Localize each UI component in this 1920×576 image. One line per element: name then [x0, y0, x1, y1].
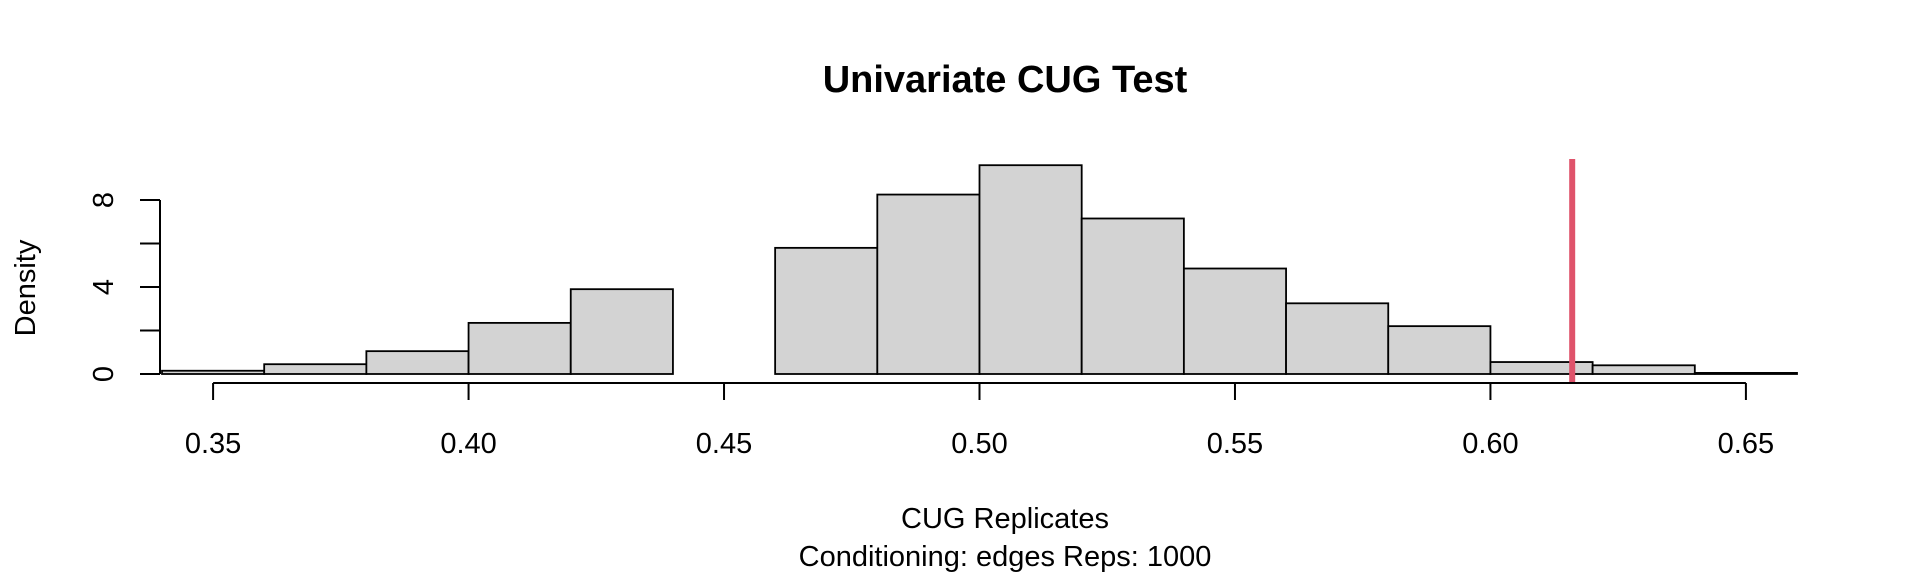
x-tick-label-1: 0.35 [185, 428, 241, 460]
histogram-bar-1 [161, 369, 266, 375]
histogram-bars [161, 164, 1798, 375]
histogram-bar-14 [1489, 361, 1594, 375]
x-tick-label-7: 0.65 [1718, 428, 1774, 460]
histogram-bar-8 [876, 193, 981, 375]
x-tick-label-2: 0.40 [440, 428, 496, 460]
histogram-bar-10 [1080, 217, 1185, 375]
chart-title: Univariate CUG Test [823, 59, 1188, 101]
x-axis-label: CUG Replicates [901, 503, 1109, 535]
x-tick-label-4: 0.50 [951, 428, 1007, 460]
x-tick-label-3: 0.45 [696, 428, 752, 460]
histogram-bar-2 [263, 363, 368, 375]
histogram-bar-3 [365, 350, 470, 375]
histogram-bar-15 [1591, 364, 1696, 375]
histogram-bar-16 [1693, 372, 1798, 375]
x-axis: 0.35 0.40 0.45 0.50 0.55 0.60 0.65 [185, 382, 1774, 460]
histogram-bar-9 [978, 164, 1083, 375]
y-axis: 0 4 8 [88, 192, 161, 382]
y-tick-label-3: 4 [88, 279, 120, 295]
histogram-bar-13 [1387, 325, 1492, 375]
histogram-bar-4 [467, 321, 572, 375]
histogram-bar-11 [1182, 267, 1287, 375]
x-tick-label-6: 0.60 [1462, 428, 1518, 460]
chart-subtitle: Conditioning: edges Reps: 1000 [799, 541, 1212, 573]
histogram-bar-5 [569, 288, 674, 375]
y-axis-label: Density [10, 239, 42, 336]
y-tick-label-1: 0 [88, 366, 120, 382]
histogram-bar-7 [774, 246, 879, 375]
y-tick-label-5: 8 [88, 192, 120, 208]
histogram-bar-12 [1285, 302, 1390, 375]
x-tick-label-5: 0.55 [1207, 428, 1263, 460]
